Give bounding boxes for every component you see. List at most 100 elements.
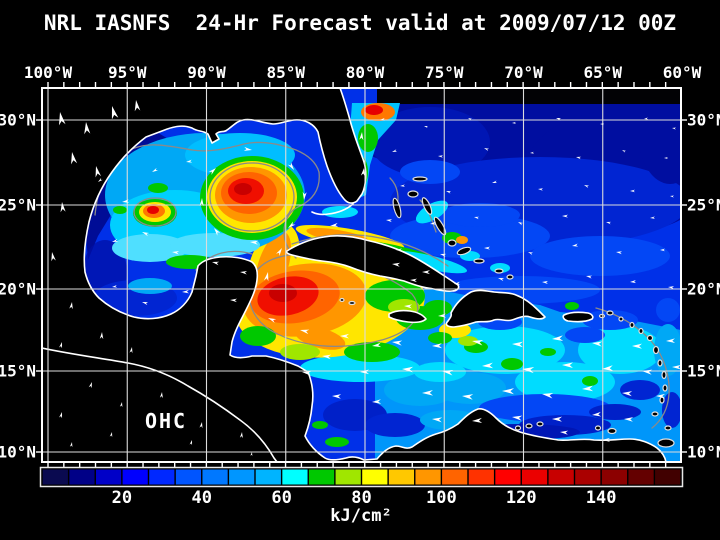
current-vector-arrow: [630, 280, 637, 284]
current-vector-arrow: [51, 252, 56, 262]
current-vector-arrow: [240, 270, 248, 275]
current-vector-arrow: [624, 417, 634, 422]
colorbar-segment: [335, 469, 361, 485]
current-vector-arrow: [243, 146, 252, 151]
current-vector-arrow: [576, 156, 582, 160]
colorbar-value-label: 140: [586, 488, 617, 508]
current-vector-arrow: [666, 338, 676, 343]
current-vector-arrow: [552, 416, 563, 422]
current-vector-arrow: [212, 261, 220, 266]
current-vector-arrow: [472, 417, 483, 424]
graticule: [42, 88, 681, 462]
colorbar-value-label: 60: [271, 488, 291, 508]
colorbar-segment: [468, 469, 494, 485]
map-field: OHC: [42, 88, 681, 462]
colorbar-segment: [628, 469, 654, 485]
pacific-coastline: [42, 347, 278, 462]
current-vector-arrow: [512, 341, 524, 348]
current-vector-arrow: [302, 191, 307, 200]
current-vector-arrow: [440, 253, 447, 257]
y-axis-tick-label-left: 30°N: [0, 111, 36, 130]
colorbar-cells: [42, 469, 681, 485]
x-axis-tick-label: 100°W: [24, 63, 73, 82]
colorbar-segment: [69, 469, 95, 485]
current-vector-arrow: [208, 168, 216, 175]
current-vector-arrow: [422, 389, 434, 396]
current-vector-arrow: [572, 243, 579, 247]
map-frame: [41, 87, 682, 463]
current-vector-arrow: [542, 392, 554, 399]
lesser-antilles-islands: [514, 310, 675, 448]
current-vector-arrow: [159, 392, 163, 399]
current-vector-arrow: [600, 123, 605, 126]
colorbar-value-label: 40: [192, 488, 212, 508]
current-vector-arrow: [112, 285, 118, 288]
current-vectors: [51, 100, 681, 457]
land-north-central-america: [42, 88, 667, 462]
y-axis-tick-label-left: 15°N: [0, 362, 36, 381]
current-vector-arrow: [438, 155, 444, 158]
current-vector-arrow: [129, 347, 133, 354]
current-vector-arrow: [660, 248, 666, 252]
colorbar-segment: [202, 469, 228, 485]
current-vector-arrow: [186, 159, 193, 163]
colorbar-segment: [229, 469, 255, 485]
current-vector-arrow: [472, 339, 484, 346]
current-vector-arrow: [484, 148, 490, 152]
current-vector-arrow: [268, 318, 277, 323]
current-vector-arrow: [492, 180, 498, 184]
current-vector-arrow: [502, 388, 515, 395]
current-vector-arrow: [512, 415, 523, 421]
colorbar-unit-label: kJ/cm²: [330, 506, 391, 526]
colorbar-segment: [495, 469, 521, 485]
current-vector-arrow: [84, 122, 91, 135]
current-vector-arrow: [98, 177, 103, 182]
current-vector-arrow: [182, 289, 190, 294]
y-axis-tick-label-right: 10°N: [687, 443, 720, 462]
x-axis-tick-label: 90°W: [187, 63, 226, 82]
field-label: OHC: [145, 409, 187, 433]
current-vector-arrow: [95, 166, 102, 178]
current-vector-arrow: [122, 199, 130, 203]
current-vector-arrow: [592, 411, 602, 417]
current-vector-arrow: [474, 216, 480, 220]
current-vector-arrow: [468, 118, 473, 121]
current-vector-arrow: [642, 369, 653, 375]
y-axis-tick-label-right: 15°N: [687, 362, 720, 381]
colorbar-segment: [95, 469, 122, 485]
bahamas-islands: [392, 176, 514, 280]
current-vector-arrow: [59, 342, 63, 349]
plot-title: NRL IASNFS 24-Hr Forecast valid at 2009/…: [44, 11, 676, 35]
current-vector-arrow: [134, 100, 141, 112]
current-vector-arrow: [562, 214, 569, 218]
current-vector-arrow: [152, 167, 159, 172]
current-vector-arrow: [552, 335, 564, 342]
current-vector-arrow: [58, 112, 66, 126]
current-vector-arrow: [112, 238, 119, 242]
current-vector-arrow: [288, 221, 296, 228]
current-vector-arrow: [560, 430, 569, 435]
current-vector-arrow: [402, 366, 414, 373]
x-axis-tick-label: 65°W: [583, 63, 622, 82]
current-vector-arrow: [664, 156, 668, 160]
current-vector-arrow: [616, 251, 623, 255]
colorbar-segment: [548, 469, 574, 485]
current-vector-arrow: [602, 365, 614, 371]
current-vector-arrow: [302, 371, 312, 376]
land-masses: [42, 88, 675, 462]
current-vector-arrow: [263, 272, 269, 282]
current-vector-arrow: [189, 440, 193, 446]
colorbar-segment: [255, 469, 281, 485]
small-warm-eddy: [133, 199, 177, 227]
colorbar-value-label: 20: [112, 488, 132, 508]
current-vector-arrow: [512, 121, 517, 124]
current-vector-arrow: [400, 184, 406, 187]
current-vector-arrow: [199, 198, 204, 207]
current-vector-arrow: [668, 286, 675, 290]
latitude-axis-labels: 30°N 30°N 25°N 25°N 20°N 20°N 15°N 15°N 10°N 10°N: [0, 111, 720, 462]
current-vector-arrow: [530, 151, 535, 154]
colorbar-segment: [442, 469, 468, 485]
current-vector-arrow: [142, 302, 149, 306]
